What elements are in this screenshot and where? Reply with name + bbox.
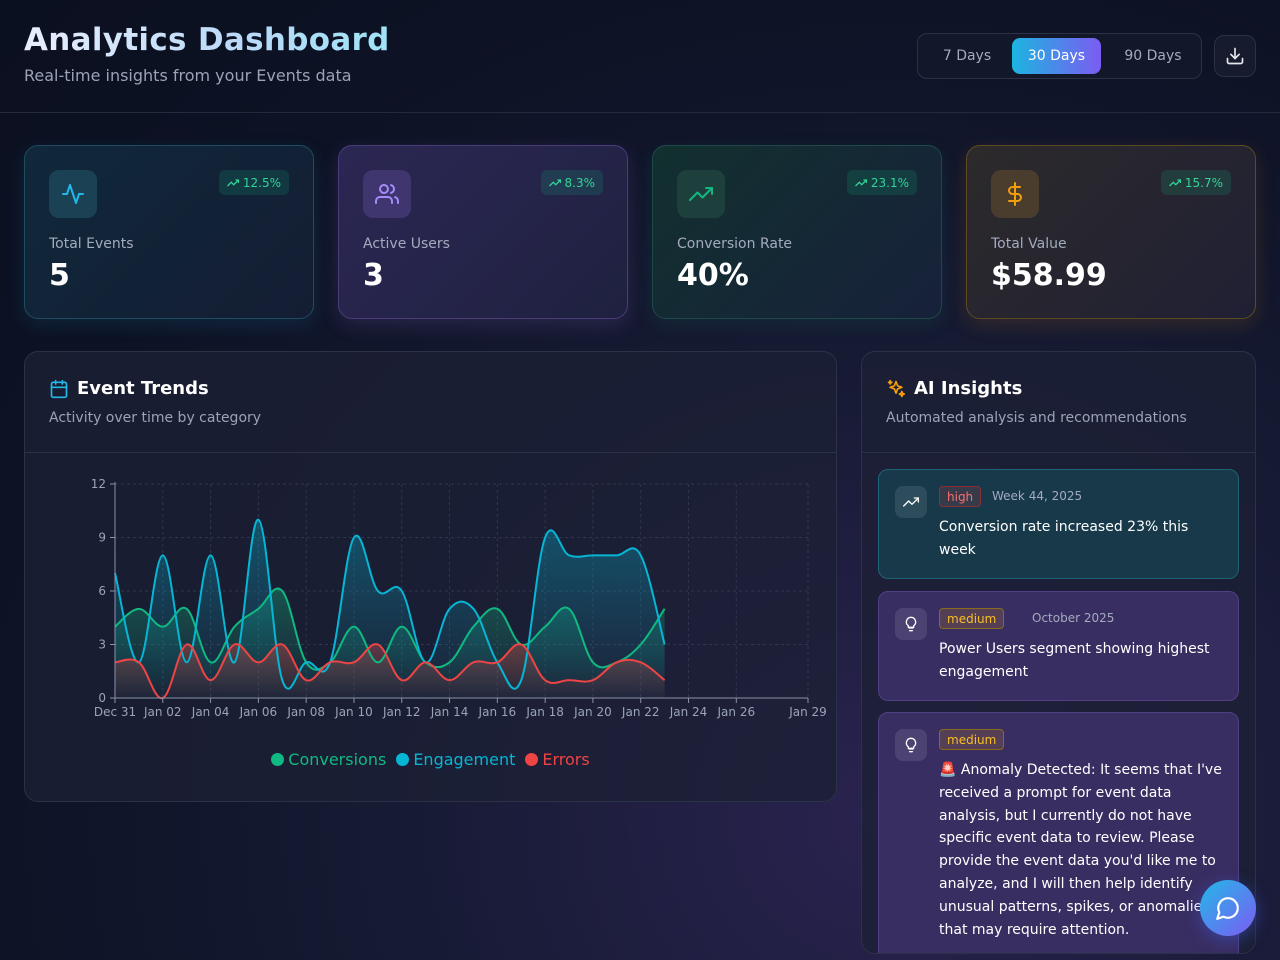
panel-title: Event Trends (77, 378, 209, 399)
change-badge: 12.5% (218, 170, 289, 195)
page-subtitle: Real-time insights from your Events data (24, 66, 352, 85)
panel-subtitle: Activity over time by category (49, 410, 262, 426)
x-tick-label: Jan 18 (525, 705, 564, 719)
insight-card[interactable]: medium October 2025 Power Users segment … (878, 591, 1239, 701)
activity-icon (49, 170, 97, 218)
y-tick-label: 12 (91, 477, 106, 491)
calendar-icon (50, 379, 68, 398)
chart-legend: Conversions Engagement Errors (25, 750, 836, 769)
stat-value: 40% (677, 258, 749, 293)
insight-text: Power Users segment showing highest enga… (939, 641, 1210, 680)
x-tick-label: Jan 12 (382, 705, 421, 719)
series-line-conversions (114, 587, 666, 671)
x-tick-label: Jan 02 (143, 705, 182, 719)
stat-card-conversion-rate: 23.1% Conversion Rate 40% (652, 145, 942, 319)
range-30-days-button[interactable]: 30 Days (1012, 38, 1101, 74)
dollar-icon (991, 170, 1039, 218)
insight-text: 🚨 Anomaly Detected: It seems that I've r… (939, 762, 1222, 938)
divider (25, 452, 836, 453)
insight-date: Week 44, 2025 (992, 489, 1083, 503)
chat-icon (1216, 897, 1239, 920)
trend-up-icon (226, 178, 239, 186)
event-trends-chart: 0 3 6 9 12 Dec 31 Jan 02 Jan 04 Jan 06 Jan 08 Jan … (91, 477, 827, 719)
header: Analytics Dashboard Real-time insights f… (0, 0, 1280, 113)
stat-card-total-value: 15.7% Total Value $58.99 (966, 145, 1256, 319)
stat-label: Total Value (991, 236, 1067, 252)
y-tick-label: 6 (98, 584, 106, 598)
panel-subtitle: Automated analysis and recommendations (886, 410, 1187, 426)
y-tick-label: 3 (98, 638, 106, 652)
lightbulb-icon (895, 729, 927, 761)
divider (862, 452, 1255, 453)
legend-item-conversions[interactable]: Conversions (271, 750, 386, 769)
legend-item-engagement[interactable]: Engagement (396, 750, 515, 769)
trending-up-icon (677, 170, 725, 218)
range-90-days-button[interactable]: 90 Days (1124, 48, 1182, 64)
x-tick-label: Dec 31 (94, 705, 136, 719)
insight-card[interactable]: medium 🚨 Anomaly Detected: It seems that… (878, 712, 1239, 953)
change-badge: 15.7% (1160, 170, 1231, 195)
y-tick-label: 0 (98, 691, 106, 705)
x-tick-label: Jan 04 (191, 705, 230, 719)
panel-title: AI Insights (914, 378, 1023, 399)
stat-label: Conversion Rate (677, 236, 793, 252)
x-tick-label: Jan 20 (573, 705, 612, 719)
trending-up-icon (895, 486, 927, 518)
users-icon (363, 170, 411, 218)
x-tick-label: Jan 26 (717, 705, 756, 719)
stat-label: Active Users (363, 236, 450, 252)
event-trends-panel: Event Trends Activity over time by categ… (24, 351, 837, 802)
x-tick-label: Jan 08 (286, 705, 325, 719)
insight-card[interactable]: high Week 44, 2025 Conversion rate incre… (878, 469, 1239, 579)
lightbulb-icon (895, 608, 927, 640)
y-tick-label: 9 (98, 531, 106, 545)
stat-value: $58.99 (991, 258, 1107, 293)
x-tick-label: Jan 06 (239, 705, 278, 719)
priority-badge: medium (939, 729, 1005, 750)
insight-text: Conversion rate increased 23% this week (939, 519, 1189, 558)
date-range-selector: 7 Days 30 Days 90 Days (917, 33, 1202, 79)
stat-label: Total Events (49, 236, 134, 252)
stat-card-total-events: 12.5% Total Events 5 (24, 145, 314, 319)
download-icon (1226, 47, 1244, 65)
priority-badge: high (939, 486, 982, 507)
x-tick-label: Jan 29 (788, 705, 827, 719)
x-tick-label: Jan 16 (478, 705, 517, 719)
series-line-errors (114, 643, 666, 700)
x-tick-label: Jan 14 (430, 705, 469, 719)
x-tick-label: Jan 22 (621, 705, 660, 719)
x-tick-label: Jan 10 (334, 705, 373, 719)
legend-item-errors[interactable]: Errors (525, 750, 590, 769)
trend-up-icon (1168, 178, 1181, 186)
x-tick-label: Jan 24 (669, 705, 708, 719)
priority-badge: medium (939, 608, 1005, 629)
trend-up-icon (854, 178, 867, 186)
stat-card-active-users: 8.3% Active Users 3 (338, 145, 628, 319)
download-button[interactable] (1214, 35, 1256, 77)
trend-up-icon (548, 178, 561, 186)
ai-insights-panel: AI Insights Automated analysis and recom… (861, 351, 1256, 954)
page-title: Analytics Dashboard (24, 22, 390, 58)
sparkles-icon (887, 379, 906, 397)
stat-value: 3 (363, 258, 384, 293)
change-badge: 8.3% (540, 170, 603, 195)
chat-button[interactable] (1200, 880, 1256, 936)
series-line-engagement (114, 518, 666, 690)
stat-value: 5 (49, 258, 70, 293)
range-7-days-button[interactable]: 7 Days (942, 48, 992, 64)
change-badge: 23.1% (846, 170, 917, 195)
insight-date: October 2025 (1032, 611, 1115, 625)
